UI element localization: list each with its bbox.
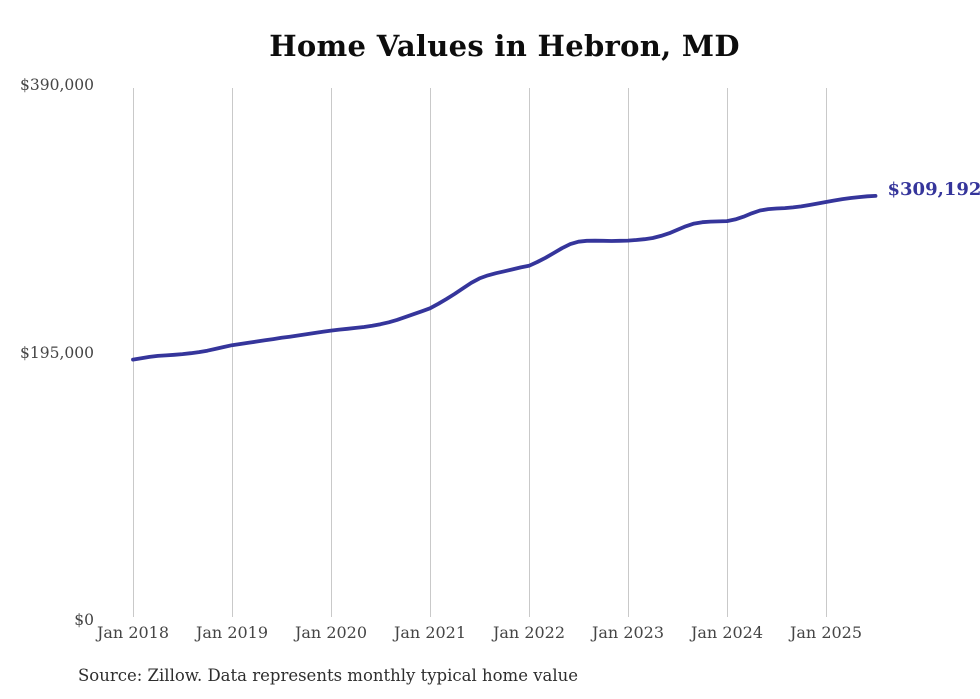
x-tick-label: Jan 2025 bbox=[789, 623, 863, 642]
x-tick-label: Jan 2019 bbox=[195, 623, 269, 642]
gridline-jan-2024 bbox=[726, 88, 728, 617]
gridline-jan-2025 bbox=[825, 88, 827, 617]
x-tick-label: Jan 2023 bbox=[591, 623, 665, 642]
chart-title: Home Values in Hebron, MD bbox=[269, 29, 740, 63]
x-tick-label: Jan 2021 bbox=[393, 623, 467, 642]
y-tick-label: $390,000 bbox=[20, 76, 94, 94]
gridline-jan-2020 bbox=[330, 88, 332, 617]
x-tick-label: Jan 2024 bbox=[690, 623, 764, 642]
current-value-label: $309,192 bbox=[887, 178, 980, 200]
home-value-line bbox=[131, 194, 878, 362]
x-tick-label: Jan 2020 bbox=[294, 623, 368, 642]
gridline-jan-2021 bbox=[429, 88, 431, 617]
gridline-jan-2019 bbox=[231, 88, 233, 617]
y-tick-label: $0 bbox=[74, 611, 94, 629]
source-note: Source: Zillow. Data represents monthly … bbox=[78, 666, 579, 685]
gridline-jan-2022 bbox=[528, 88, 530, 617]
y-tick-label: $195,000 bbox=[20, 343, 94, 362]
x-tick-label: Jan 2018 bbox=[96, 623, 170, 642]
x-tick-label: Jan 2022 bbox=[492, 623, 566, 642]
gridline-jan-2018 bbox=[132, 88, 134, 617]
gridline-jan-2023 bbox=[627, 88, 629, 617]
